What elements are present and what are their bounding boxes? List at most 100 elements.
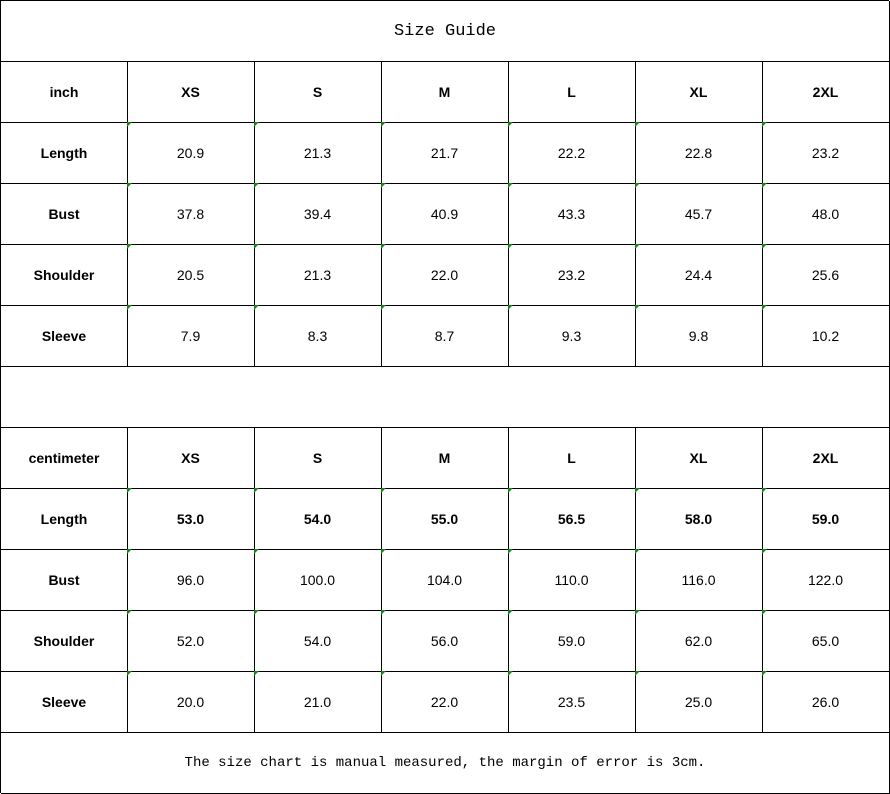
comment-indicator-icon: [508, 244, 513, 249]
measure-value: 23.2: [508, 244, 636, 306]
comment-indicator-icon: [762, 671, 767, 676]
size-header: XL: [635, 61, 763, 123]
measure-value: 21.3: [254, 122, 382, 184]
measure-value-text: 7.9: [180, 327, 201, 344]
comment-indicator-icon: [762, 122, 767, 127]
measure-value-text: 20.9: [176, 144, 205, 161]
measure-value-text: 9.3: [561, 327, 582, 344]
comment-indicator-icon: [508, 122, 513, 127]
measure-value: 24.4: [635, 244, 763, 306]
measure-value: 23.5: [508, 671, 636, 733]
comment-indicator-icon: [254, 305, 259, 310]
comment-indicator-icon: [381, 549, 386, 554]
measure-value-text: 96.0: [176, 571, 205, 588]
comment-indicator-icon: [254, 122, 259, 127]
measure-value-text: 65.0: [811, 632, 840, 649]
measure-value-text: 22.0: [430, 693, 459, 710]
measure-value: 23.2: [762, 122, 890, 184]
comment-indicator-icon: [635, 671, 640, 676]
measure-value: 37.8: [127, 183, 255, 245]
measure-value-text: 56.5: [557, 510, 586, 527]
measure-value: 22.8: [635, 122, 763, 184]
comment-indicator-icon: [381, 244, 386, 249]
measure-label: Bust: [1, 183, 128, 245]
size-header-text: L: [567, 83, 576, 100]
measure-value-text: 43.3: [557, 205, 586, 222]
measure-value-text: 23.2: [811, 144, 840, 161]
measure-value: 22.0: [381, 244, 509, 306]
size-header: L: [508, 427, 636, 489]
measure-value: 65.0: [762, 610, 890, 672]
measure-value-text: 10.2: [811, 327, 840, 344]
comment-indicator-icon: [254, 671, 259, 676]
measure-value: 96.0: [127, 549, 255, 611]
measure-label: Sleeve: [1, 305, 128, 367]
measure-label: Shoulder: [1, 244, 128, 306]
measure-value: 8.3: [254, 305, 382, 367]
measure-value-text: 59.0: [811, 510, 840, 527]
sheet-title-text: Size Guide: [393, 21, 497, 41]
size-header-text: XS: [181, 83, 200, 100]
size-header-text: M: [438, 83, 451, 100]
measure-value-text: 22.2: [557, 144, 586, 161]
size-header-text: 2XL: [812, 83, 839, 100]
measure-value-text: 23.5: [557, 693, 586, 710]
measure-value: 8.7: [381, 305, 509, 367]
measure-value: 62.0: [635, 610, 763, 672]
comment-indicator-icon: [254, 549, 259, 554]
measure-value-text: 21.3: [303, 144, 332, 161]
measure-value: 20.0: [127, 671, 255, 733]
measure-value: 40.9: [381, 183, 509, 245]
size-header: S: [254, 427, 382, 489]
measure-value-text: 100.0: [299, 571, 336, 588]
measure-value-text: 8.3: [307, 327, 328, 344]
measure-label-text: Shoulder: [33, 266, 95, 283]
measure-value: 58.0: [635, 488, 763, 550]
measure-value-text: 104.0: [426, 571, 463, 588]
measure-value-text: 54.0: [303, 632, 332, 649]
measure-label-text: Sleeve: [41, 693, 87, 710]
measure-value-text: 54.0: [303, 510, 332, 527]
comment-indicator-icon: [635, 305, 640, 310]
measure-value-text: 45.7: [684, 205, 713, 222]
measure-value-text: 23.2: [557, 266, 586, 283]
size-header-text: S: [312, 83, 323, 100]
measure-value-text: 59.0: [557, 632, 586, 649]
measure-value: 55.0: [381, 488, 509, 550]
comment-indicator-icon: [254, 183, 259, 188]
measure-value-text: 55.0: [430, 510, 459, 527]
size-header: XL: [635, 427, 763, 489]
comment-indicator-icon: [381, 305, 386, 310]
measure-value-text: 48.0: [811, 205, 840, 222]
comment-indicator-icon: [254, 488, 259, 493]
measure-value: 52.0: [127, 610, 255, 672]
size-header: 2XL: [762, 61, 890, 123]
measure-value: 21.3: [254, 244, 382, 306]
measure-value: 53.0: [127, 488, 255, 550]
measure-value: 122.0: [762, 549, 890, 611]
comment-indicator-icon: [635, 244, 640, 249]
measure-value: 56.5: [508, 488, 636, 550]
comment-indicator-icon: [381, 122, 386, 127]
comment-indicator-icon: [762, 549, 767, 554]
measure-label: Bust: [1, 549, 128, 611]
comment-indicator-icon: [508, 488, 513, 493]
measure-label: Length: [1, 122, 128, 184]
measure-value-text: 40.9: [430, 205, 459, 222]
size-header-text: M: [438, 449, 451, 466]
comment-indicator-icon: [508, 549, 513, 554]
size-header: 2XL: [762, 427, 890, 489]
measure-value-text: 20.0: [176, 693, 205, 710]
measure-value: 7.9: [127, 305, 255, 367]
comment-indicator-icon: [762, 244, 767, 249]
comment-indicator-icon: [508, 610, 513, 615]
blank-row: [1, 366, 890, 428]
comment-indicator-icon: [127, 183, 132, 188]
measure-label: Sleeve: [1, 671, 128, 733]
measure-value-text: 21.3: [303, 266, 332, 283]
measure-label: Shoulder: [1, 610, 128, 672]
measure-value: 48.0: [762, 183, 890, 245]
comment-indicator-icon: [762, 610, 767, 615]
comment-indicator-icon: [127, 122, 132, 127]
